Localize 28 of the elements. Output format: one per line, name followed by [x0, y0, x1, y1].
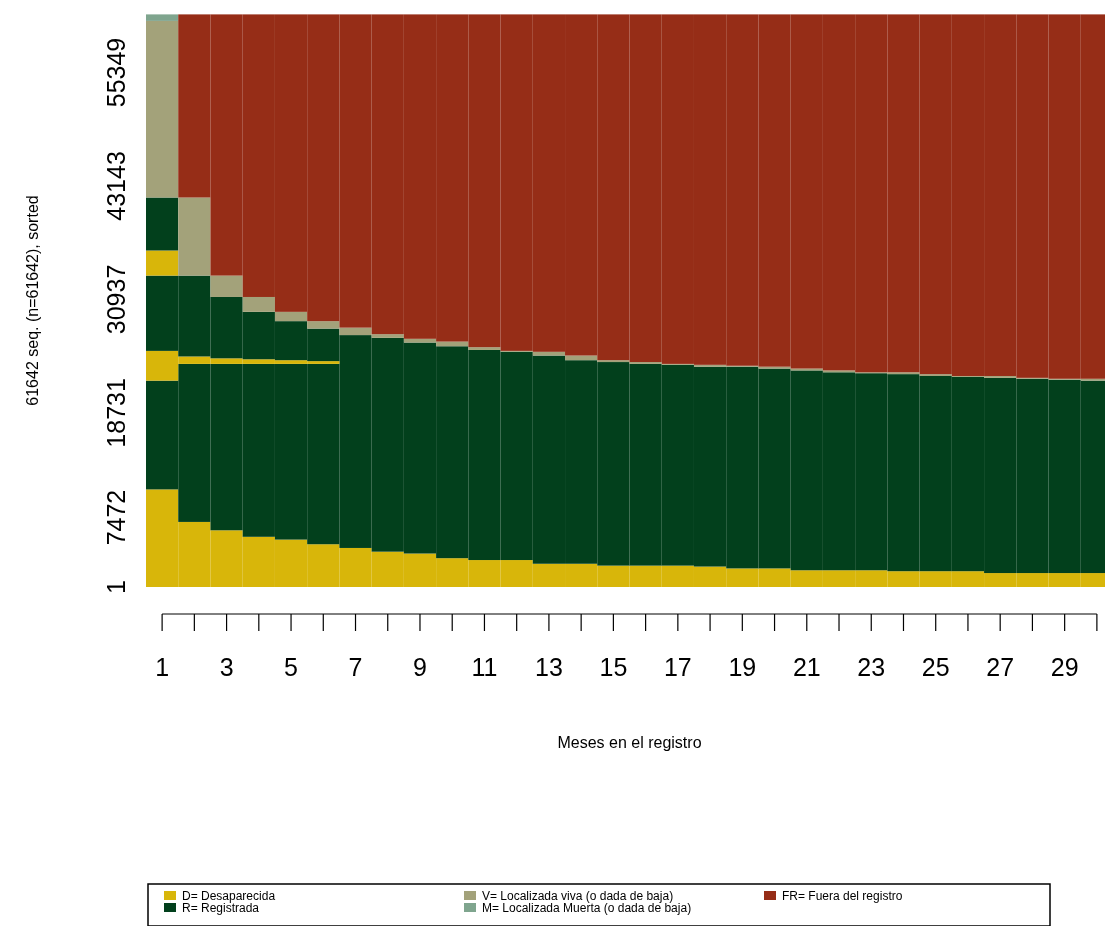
legend-label: M= Localizada Muerta (o dada de baja)	[482, 901, 692, 915]
legend-label: R= Registrada	[182, 901, 260, 915]
x-tick-label: 23	[857, 653, 886, 681]
y-axis-title: 61642 seq. (n=61642), sorted	[24, 195, 41, 406]
x-tick-label: 3	[219, 653, 234, 681]
x-tick-label: 5	[284, 653, 298, 681]
x-tick-label: 29	[1050, 653, 1079, 681]
x-tick-label: 13	[535, 653, 563, 681]
x-tick-label: 1	[155, 653, 170, 681]
x-tick-label: 7	[348, 653, 363, 681]
x-tick-label: 17	[663, 653, 692, 681]
x-tick-label: 27	[986, 653, 1015, 681]
legend-label: V= Localizada viva (o dada de baja)	[482, 889, 674, 903]
x-axis-title: Meses en el registro	[557, 734, 702, 751]
x-tick-label: 19	[728, 653, 757, 681]
y-tick-label: 55349	[102, 37, 130, 108]
y-tick-label: 18731	[102, 378, 130, 448]
x-tick-label: 9	[413, 653, 427, 681]
x-tick-label: 21	[792, 653, 821, 681]
legend-label: FR= Fuera del registro	[782, 889, 903, 903]
x-tick-label: 11	[471, 653, 498, 681]
x-tick-label: 15	[599, 653, 628, 681]
x-tick-label: 25	[921, 653, 950, 681]
y-tick-label: 1	[102, 580, 130, 594]
y-tick-label: 30937	[102, 264, 130, 335]
y-tick-label: 43143	[102, 151, 130, 221]
y-tick-label: 7472	[102, 489, 130, 546]
legend-label: D= Desaparecida	[182, 889, 276, 903]
